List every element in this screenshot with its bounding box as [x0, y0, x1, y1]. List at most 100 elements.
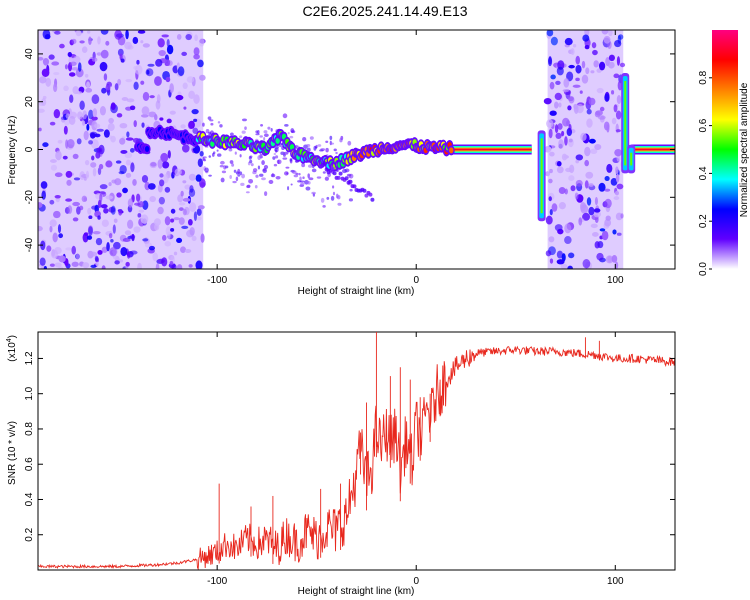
y-tick-label: 0.6 [24, 457, 35, 471]
noise-blob [242, 118, 247, 122]
noise-blob [616, 232, 622, 236]
noise-blob [105, 84, 111, 93]
noise-blob [241, 173, 245, 179]
noise-blob [124, 41, 132, 50]
noise-blob [284, 171, 289, 176]
noise-blob [133, 81, 139, 90]
noise-blob [115, 160, 122, 164]
noise-blob [149, 195, 156, 203]
y-tick-label: 1.0 [24, 386, 35, 400]
noise-blob [96, 52, 102, 56]
noise-blob [620, 213, 624, 219]
noise-blob [157, 206, 164, 215]
noise-blob [117, 78, 122, 86]
noise-blob [54, 195, 61, 199]
noise-blob [195, 174, 202, 182]
noise-blob [79, 100, 85, 111]
noise-blob [72, 153, 79, 159]
noise-blob [169, 83, 174, 94]
noise-blob [114, 30, 123, 40]
noise-blob [97, 215, 101, 220]
noise-blob [223, 165, 227, 170]
noise-blob [184, 249, 192, 254]
noise-blob [193, 53, 200, 60]
noise-blob [141, 106, 150, 116]
noise-blob [614, 190, 620, 196]
noise-blob [259, 173, 264, 177]
noise-blob [136, 193, 141, 202]
noise-blob [119, 137, 126, 145]
noise-blob [73, 177, 81, 181]
noise-blob [188, 188, 196, 197]
noise-blob [616, 154, 621, 162]
streak-core [624, 81, 627, 166]
noise-blob [616, 56, 621, 66]
noise-blob [137, 213, 142, 218]
noise-blob [209, 119, 214, 122]
noise-blob [267, 126, 271, 130]
noise-blob [563, 155, 569, 159]
noise-blob [148, 245, 155, 251]
noise-blob [565, 167, 572, 173]
noise-blob [204, 167, 209, 173]
noise-blob [234, 151, 237, 155]
noise-blob [586, 118, 593, 128]
noise-blob [197, 59, 204, 68]
noise-blob [141, 122, 145, 128]
noise-blob [268, 179, 274, 185]
noise-blob [124, 230, 132, 236]
noise-blob [158, 49, 166, 57]
noise-blob [133, 65, 138, 70]
noise-blob [570, 185, 576, 192]
noise-blob [257, 155, 261, 161]
noise-blob [298, 172, 301, 176]
track-blob [275, 137, 280, 144]
noise-blob [568, 252, 575, 259]
noise-blob [107, 123, 115, 132]
noise-blob [58, 233, 64, 239]
noise-blob [71, 67, 79, 71]
noise-blob [155, 263, 160, 269]
noise-blob [252, 168, 258, 173]
noise-blob [99, 184, 108, 190]
noise-blob [335, 193, 339, 199]
noise-blob [561, 130, 565, 137]
noise-blob [584, 159, 589, 167]
noise-blob [554, 124, 559, 134]
noise-blob [165, 76, 171, 83]
track-tail-blob [370, 197, 375, 202]
noise-blob [142, 200, 149, 210]
noise-blob [173, 217, 180, 221]
noise-blob [86, 81, 91, 89]
noise-blob [160, 152, 169, 163]
noise-blob [301, 162, 306, 168]
noise-blob [581, 60, 586, 69]
noise-blob [568, 138, 574, 148]
noise-blob [54, 30, 61, 35]
noise-blob [593, 208, 601, 213]
noise-blob [596, 252, 604, 261]
noise-blob [127, 198, 134, 208]
noise-blob [147, 63, 155, 67]
noise-blob [182, 144, 190, 153]
noise-blob [199, 151, 204, 157]
noise-blob [566, 71, 574, 82]
noise-blob [556, 161, 562, 167]
noise-blob [86, 235, 93, 240]
noise-blob [103, 129, 110, 138]
noise-blob [585, 171, 594, 179]
noise-blob [120, 149, 128, 154]
track-tail-blob [364, 193, 369, 198]
noise-blob [101, 246, 108, 253]
noise-blob [41, 190, 46, 200]
noise-blob [287, 186, 290, 191]
noise-blob [77, 111, 83, 120]
noise-blob [599, 228, 606, 232]
spectrogram-y-ticks: -40 -20 0 20 40 [24, 48, 675, 252]
noise-blob [548, 196, 552, 202]
y-tick-label: -40 [24, 237, 35, 252]
noise-blob [52, 232, 58, 243]
noise-blob [169, 260, 174, 265]
noise-blob [232, 180, 237, 184]
noise-blob [312, 193, 316, 197]
